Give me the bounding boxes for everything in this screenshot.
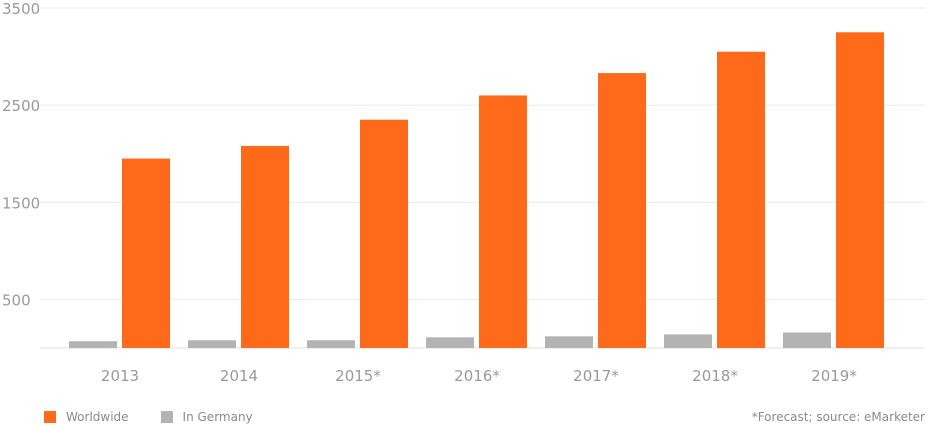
bar-worldwide	[479, 95, 527, 348]
x-tick-label: 2017*	[573, 367, 619, 385]
bar-in-germany	[69, 341, 117, 348]
legend-label-worldwide: Worldwide	[66, 410, 129, 424]
legend-item-worldwide: Worldwide	[44, 410, 129, 424]
bar-chart: 500 1500 2500 3500 2013 2014 2015* 2016* 2017* 2…	[2, 0, 925, 385]
bar-in-germany	[426, 337, 474, 348]
x-tick-label: 2013	[101, 367, 139, 385]
legend-swatch-worldwide	[44, 411, 56, 423]
bar-in-germany	[307, 340, 355, 348]
bar-worldwide	[360, 119, 408, 348]
y-tick-label: 1500	[2, 194, 40, 212]
y-tick-label: 500	[2, 291, 31, 309]
bar-worldwide	[836, 32, 884, 349]
source-note: *Forecast; source: eMarketer	[751, 410, 925, 424]
x-tick-label: 2018*	[692, 367, 738, 385]
legend-item-germany: In Germany	[160, 410, 253, 424]
bar-in-germany	[545, 336, 593, 348]
bar-worldwide	[717, 51, 765, 348]
legend-swatch-germany	[160, 411, 173, 423]
legend-label-germany: In Germany	[182, 410, 253, 424]
bar-in-germany	[664, 334, 712, 348]
x-tick-label: 2016*	[454, 367, 500, 385]
y-tick-label: 3500	[2, 0, 40, 18]
x-tick-label: 2015*	[335, 367, 381, 385]
x-tick-label: 2019*	[811, 367, 857, 385]
legend: Worldwide In Germany	[44, 410, 285, 424]
bar-worldwide	[241, 145, 289, 348]
bar-worldwide	[598, 73, 646, 348]
y-tick-label: 2500	[2, 97, 40, 115]
bar-in-germany	[188, 340, 236, 348]
x-tick-label: 2014	[220, 367, 258, 385]
bar-worldwide	[122, 158, 170, 348]
bar-in-germany	[783, 332, 831, 348]
